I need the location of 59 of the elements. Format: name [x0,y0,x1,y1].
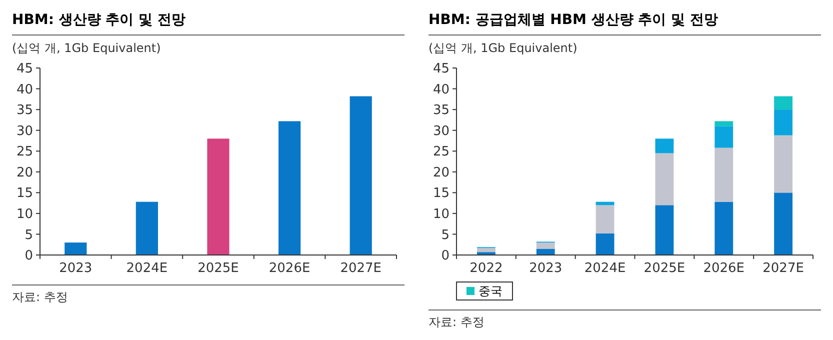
legend-label: 중국 [478,284,502,298]
text: 자료: 추정 [12,290,68,304]
bar [714,202,734,255]
x-tick-label: 2027E [340,261,382,276]
y-tick-label: 10 [16,206,33,222]
bar [596,202,614,206]
bar [774,96,792,110]
y-tick-label: 20 [432,165,450,180]
bar [774,110,792,136]
x-tick-label: 2022 [470,261,503,276]
bar [774,135,792,193]
chart-title: HBM: 공급업체별 HBM 생산량 추이 및 전망 [428,12,718,28]
y-tick-label: 30 [16,124,33,139]
y-tick-label: 20 [16,165,33,180]
y-tick-label: 30 [432,124,450,139]
y-tick-label: 5 [441,228,450,243]
y-tick-label: 35 [16,103,33,118]
bar [714,121,734,126]
bar [655,138,674,154]
x-tick-label: 2023 [59,261,92,276]
x-tick-label: 2025E [198,261,239,276]
y-tick-label: 35 [432,103,450,118]
y-tick-label: 45 [16,62,33,77]
bar [774,192,792,255]
y-tick-label: 45 [432,62,450,77]
bar [64,242,87,255]
bar [596,233,614,255]
chart-title: HBM: 생산량 추이 및 전망 [12,12,186,28]
y-tick-label: 0 [441,248,450,264]
x-tick-label: 2023 [529,261,562,276]
y-tick-label: 40 [432,82,450,98]
y-tick-label: 25 [16,144,33,160]
x-tick-label: 2026E [703,261,745,276]
x-tick-label: 2024E [126,261,168,276]
y-axis-title: (십억 개, 1Gb Equivalent) [12,41,161,55]
bar [655,205,674,255]
y-tick-label: 15 [432,186,450,202]
bar [477,248,496,252]
bar [536,242,555,249]
bar [207,138,230,255]
y-axis-title: (십억 개, 1Gb Equivalent) [428,41,578,55]
bar [596,205,614,234]
x-tick-label: 2027E [762,261,804,276]
bar [136,202,158,255]
y-tick-label: 25 [432,144,450,160]
y-tick-label: 40 [16,82,33,98]
y-tick-label: 5 [24,228,33,243]
text: 자료: 추정 [428,315,484,329]
x-tick-label: 2024E [584,261,626,276]
bar [714,126,734,148]
bar [278,121,301,255]
y-tick-label: 10 [432,206,450,222]
bar [714,148,734,202]
y-tick-label: 15 [16,186,33,202]
x-tick-label: 2025E [644,261,686,276]
bar [350,96,372,255]
bar [655,153,674,206]
x-tick-label: 2026E [268,261,310,276]
y-tick-label: 0 [24,248,33,264]
